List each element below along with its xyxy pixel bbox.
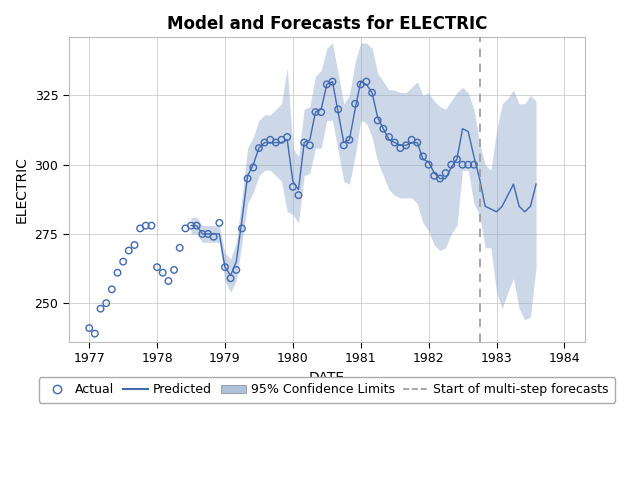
Point (276, 136, 287, 144)
Point (101, 300, 111, 307)
Point (401, 142, 411, 149)
Point (406, 136, 417, 144)
Point (141, 222, 151, 229)
Point (152, 264, 162, 271)
Point (180, 225, 191, 232)
Point (458, 161, 468, 168)
Point (299, 139, 309, 146)
Point (316, 108, 326, 116)
Point (248, 164, 259, 171)
Point (214, 219, 225, 227)
Point (271, 139, 281, 146)
Point (225, 275, 236, 282)
Point (322, 81, 332, 88)
Point (243, 175, 253, 182)
Point (463, 161, 474, 168)
Point (197, 230, 207, 238)
Point (135, 225, 145, 232)
Point (265, 136, 275, 144)
Point (231, 266, 241, 274)
Point (191, 222, 202, 229)
Point (288, 183, 298, 191)
Point (418, 153, 428, 160)
Point (452, 156, 462, 163)
Point (118, 258, 128, 265)
Point (344, 136, 355, 144)
Point (372, 117, 383, 124)
X-axis label: DATE: DATE (308, 371, 345, 385)
Point (468, 161, 479, 168)
Point (282, 133, 292, 141)
Point (175, 244, 185, 252)
Point (384, 133, 394, 141)
Point (147, 222, 157, 229)
Point (424, 161, 434, 168)
Point (361, 78, 371, 85)
Point (129, 241, 140, 249)
Point (220, 264, 230, 271)
Point (237, 225, 247, 232)
Point (113, 269, 123, 276)
Point (84, 324, 94, 332)
Point (429, 172, 440, 180)
Point (412, 139, 422, 146)
Point (440, 169, 451, 177)
Point (395, 144, 405, 152)
Point (356, 81, 366, 88)
Point (310, 108, 321, 116)
Point (446, 161, 456, 168)
Point (259, 139, 269, 146)
Point (209, 233, 219, 240)
Legend: Actual, Predicted, 95% Confidence Limits, Start of multi-step forecasts: Actual, Predicted, 95% Confidence Limits… (38, 377, 615, 403)
Point (163, 277, 173, 285)
Title: Model and Forecasts for ELECTRIC: Model and Forecasts for ELECTRIC (166, 15, 487, 33)
Point (90, 330, 100, 337)
Point (203, 230, 213, 238)
Point (95, 305, 106, 312)
Point (254, 144, 264, 152)
Y-axis label: ELECTRIC: ELECTRIC (15, 156, 29, 223)
Point (378, 125, 388, 132)
Point (305, 142, 315, 149)
Point (293, 192, 303, 199)
Point (339, 142, 349, 149)
Point (107, 286, 117, 293)
Point (124, 247, 134, 254)
Point (186, 222, 196, 229)
Point (435, 175, 445, 182)
Point (157, 269, 168, 276)
Point (333, 106, 343, 113)
Point (390, 139, 400, 146)
Point (169, 266, 179, 274)
Point (327, 78, 337, 85)
Point (367, 89, 377, 96)
Point (350, 100, 360, 108)
